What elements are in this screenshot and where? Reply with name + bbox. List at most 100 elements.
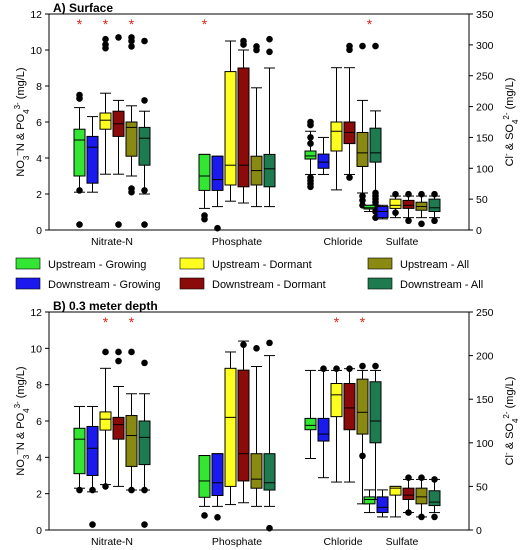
outlier-point bbox=[128, 43, 135, 50]
box-body bbox=[224, 367, 237, 487]
y-right-tick-label: 350 bbox=[476, 9, 494, 21]
category-label: Nitrate-N bbox=[91, 236, 133, 248]
box-phosphate-2 bbox=[224, 351, 237, 506]
box-nitrate-n-5 bbox=[138, 359, 151, 528]
box-body bbox=[389, 485, 402, 496]
box-body bbox=[237, 67, 250, 188]
y-right-tick-label: 0 bbox=[476, 525, 482, 537]
box-body bbox=[211, 155, 224, 191]
significance-star: * bbox=[129, 16, 135, 32]
box-sulfate-2 bbox=[389, 485, 402, 518]
y-right-tick-label: 200 bbox=[476, 351, 494, 363]
box-phosphate-3 bbox=[237, 340, 250, 504]
y-left-tick-label: 8 bbox=[36, 81, 42, 93]
box-nitrate-n-5 bbox=[138, 37, 151, 228]
outlier-point bbox=[266, 524, 273, 532]
outlier-point bbox=[359, 362, 366, 370]
y-right-tick-label: 150 bbox=[476, 394, 494, 406]
box-body bbox=[402, 199, 415, 209]
y-right-tick-label: 200 bbox=[476, 102, 494, 114]
y-left-tick-label: 12 bbox=[30, 307, 42, 319]
box-body bbox=[263, 153, 276, 188]
box-sulfate-0 bbox=[363, 489, 376, 514]
box-body bbox=[138, 126, 151, 166]
box-chloride-2 bbox=[330, 365, 343, 483]
legend-item: Upstream - All bbox=[367, 257, 469, 271]
box-phosphate-2 bbox=[224, 40, 237, 202]
outlier-point bbox=[141, 359, 148, 367]
panel-surface: 0 2 4 6 8 10 12 0 50 100 150 200 250 300 350 A) Surface… bbox=[13, 1, 520, 248]
legend-label: Upstream - Dormant bbox=[212, 259, 312, 271]
legend-swatch bbox=[15, 257, 41, 270]
box-body bbox=[198, 153, 211, 191]
box-chloride-0 bbox=[304, 118, 317, 191]
box-chloride-1 bbox=[317, 136, 330, 175]
outlier-point bbox=[201, 215, 208, 223]
box-body bbox=[99, 112, 112, 130]
box-chloride-3 bbox=[343, 365, 356, 483]
outlier-point bbox=[115, 34, 122, 41]
legend-item: Upstream - Dormant bbox=[179, 257, 312, 271]
significance-star: * bbox=[367, 16, 373, 32]
box-body bbox=[317, 417, 330, 442]
outlier-point bbox=[346, 365, 353, 372]
box-chloride-1 bbox=[317, 365, 330, 479]
box-chloride-2 bbox=[330, 67, 343, 191]
category-label: Chloride bbox=[323, 236, 362, 248]
outlier-point bbox=[320, 365, 327, 372]
outlier-point bbox=[115, 357, 122, 365]
box-nitrate-n-1 bbox=[86, 116, 99, 193]
box-nitrate-n-0 bbox=[73, 91, 86, 228]
box-body bbox=[389, 198, 402, 209]
box-body bbox=[211, 453, 224, 496]
box-nitrate-n-3 bbox=[112, 34, 125, 228]
box-sulfate-1 bbox=[376, 204, 389, 220]
outlier-point bbox=[372, 42, 379, 50]
outlier-point bbox=[418, 513, 425, 521]
significance-star: * bbox=[129, 314, 135, 330]
box-nitrate-n-1 bbox=[86, 405, 99, 528]
significance-star: * bbox=[77, 16, 83, 32]
box-phosphate-5 bbox=[263, 339, 276, 532]
box-body bbox=[402, 487, 415, 500]
legend-swatch bbox=[367, 277, 393, 290]
significance-star: * bbox=[202, 16, 208, 32]
y-left-tick-label: 2 bbox=[36, 489, 42, 501]
box-body bbox=[73, 128, 86, 177]
y-right-tick-label: 250 bbox=[476, 307, 494, 319]
box-body bbox=[304, 417, 317, 431]
y-right-axis-label: Cl- & SO42- (mg/L) bbox=[502, 78, 520, 167]
panel-depth: 0 2 4 6 8 10 12 0 50 100 150 200 250 B) 0.3 meter dep… bbox=[13, 299, 520, 548]
box-phosphate-4 bbox=[250, 345, 263, 507]
outlier-point bbox=[102, 44, 109, 52]
y-left-axis-label: NO3–N & PO43- (mg/L) bbox=[13, 67, 31, 176]
y-left-tick-label: 6 bbox=[36, 416, 42, 428]
box-body bbox=[99, 411, 112, 431]
outlier-point bbox=[333, 365, 340, 372]
box-phosphate-0 bbox=[198, 455, 211, 519]
box-body bbox=[237, 369, 250, 482]
outlier-point bbox=[307, 140, 314, 147]
box-body bbox=[363, 496, 376, 505]
significance-star: * bbox=[334, 314, 340, 330]
y-left-tick-label: 6 bbox=[36, 117, 42, 129]
box-body bbox=[304, 150, 317, 160]
box-body bbox=[330, 121, 343, 152]
y-left-tick-label: 10 bbox=[30, 343, 42, 355]
y-right-tick-label: 100 bbox=[476, 438, 494, 450]
box-body bbox=[376, 206, 389, 219]
outlier-point bbox=[102, 348, 109, 356]
box-body bbox=[224, 71, 237, 186]
legend-label: Upstream - All bbox=[400, 259, 469, 271]
outlier-point bbox=[405, 509, 412, 516]
category-label: Phosphate bbox=[212, 536, 262, 548]
outlier-point bbox=[405, 217, 412, 225]
y-left-tick-label: 2 bbox=[36, 189, 42, 201]
significance-star: * bbox=[360, 314, 366, 330]
outlier-point bbox=[418, 190, 425, 198]
box-body bbox=[86, 425, 99, 477]
legend-item: Downstream - Growing bbox=[15, 277, 160, 291]
y-right-tick-label: 100 bbox=[476, 163, 494, 175]
box-body bbox=[428, 490, 441, 507]
y-left-tick-label: 4 bbox=[36, 153, 42, 165]
